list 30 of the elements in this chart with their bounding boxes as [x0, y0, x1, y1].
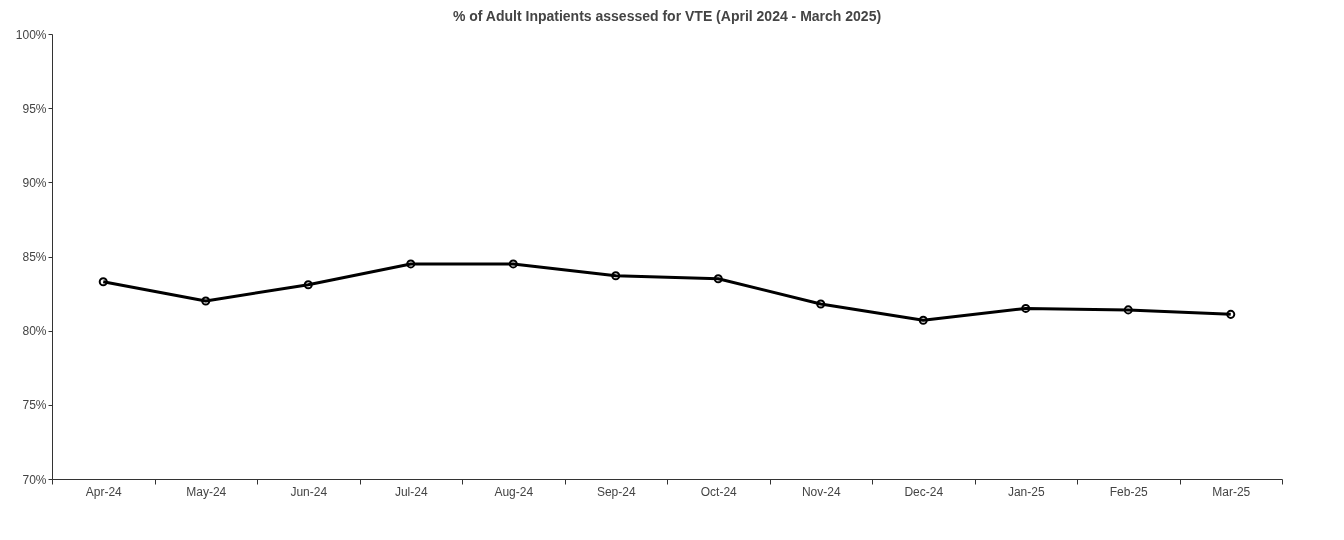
point — [713, 274, 723, 284]
x-tick-label: Dec-24 — [904, 484, 944, 499]
x-tick-label: Jun-24 — [290, 484, 328, 499]
point — [406, 259, 416, 269]
x-tick-label: Sep-24 — [596, 484, 636, 499]
x-tick-label: Jul-24 — [394, 484, 428, 499]
chart-title: % of Adult Inpatients assessed for VTE (April 2024 - March 2025) — [452, 8, 882, 24]
point — [816, 299, 826, 309]
x-tick-label: Aug-24 — [494, 484, 534, 499]
y-tick-label: 100% — [15, 27, 47, 42]
y-tick-label: 80% — [22, 324, 47, 339]
y-tick-label: 90% — [22, 175, 47, 190]
point — [1123, 305, 1133, 315]
point — [303, 280, 313, 290]
y-tick-label: 70% — [22, 472, 47, 487]
x-tick-label: Mar-25 — [1212, 484, 1251, 499]
point — [1021, 303, 1031, 313]
point — [201, 296, 211, 306]
y-tick-label: 85% — [22, 250, 47, 264]
point — [918, 315, 928, 325]
x-tick-label: Feb-25 — [1109, 484, 1149, 499]
y-tick-label: 95% — [22, 101, 47, 116]
x-tick-label: Apr-24 — [85, 484, 123, 499]
point — [508, 259, 518, 269]
x-tick-label: Jan-25 — [1007, 484, 1045, 499]
x-tick-label: Nov-24 — [801, 484, 841, 499]
x-tick-label: May-24 — [186, 484, 227, 499]
y-tick-label: 75% — [22, 398, 47, 413]
point — [611, 271, 621, 281]
x-tick-label: Oct-24 — [700, 484, 738, 499]
